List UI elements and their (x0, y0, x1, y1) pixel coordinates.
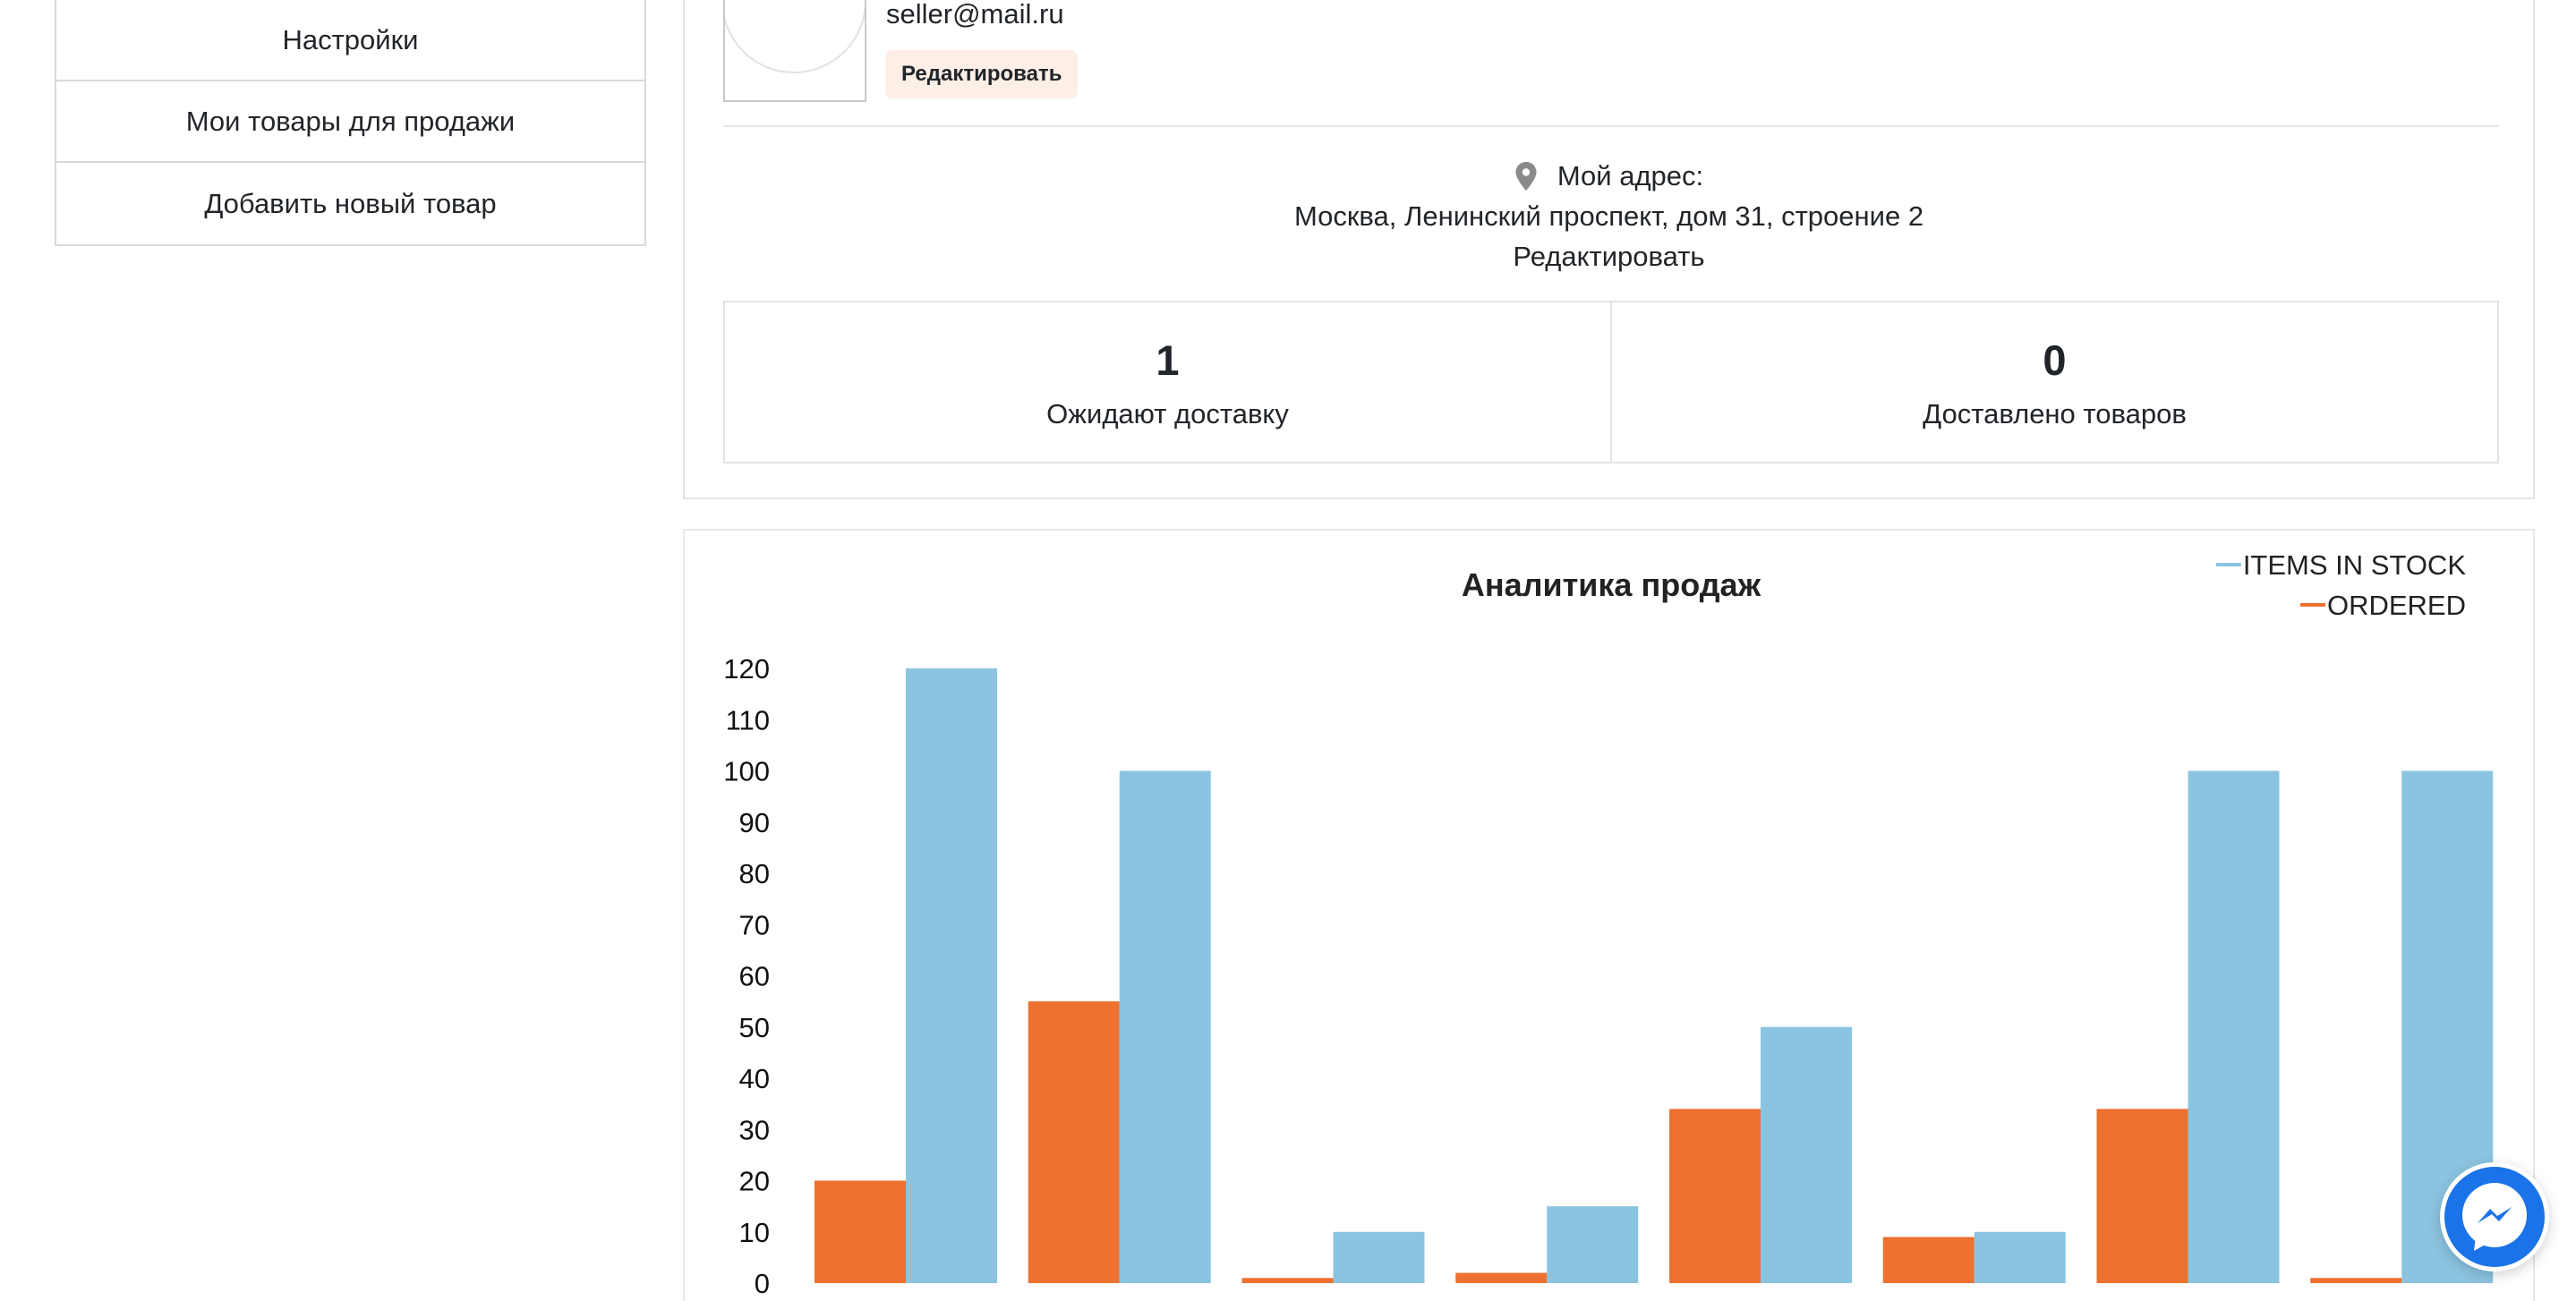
sidebar-menu: Настройки Мои товары для продажи Добавит… (55, 0, 646, 246)
y-tick-label: 30 (739, 1114, 770, 1145)
bar-ordered[interactable] (2310, 1278, 2402, 1283)
bar-ordered[interactable] (1669, 1109, 1761, 1283)
bar-in-stock[interactable] (2188, 770, 2280, 1284)
address-text: Москва, Ленинский проспект, дом 31, стро… (1293, 200, 1924, 232)
bar-in-stock[interactable] (1547, 1206, 1639, 1283)
bar-in-stock[interactable] (1333, 1231, 1425, 1283)
profile-card: seller@mail.ru Редактировать Мой адрес: … (683, 0, 2535, 499)
bar-in-stock[interactable] (1974, 1231, 2066, 1283)
stat-value: 1 (1156, 336, 1180, 384)
y-tick-label: 40 (739, 1063, 770, 1094)
sales-analytics-card: Аналитика продаж ITEMS IN STOCK ORDERED 0… (683, 529, 2535, 1301)
stat-delivered: 0 Доставлено товаров (1610, 302, 2497, 462)
y-tick-label: 120 (723, 653, 770, 685)
bar-ordered[interactable] (1455, 1272, 1548, 1283)
address-header: Мой адрес: (685, 156, 2533, 196)
address-block: Мой адрес: Москва, Ленинский проспект, д… (685, 156, 2533, 276)
sales-chart: Аналитика продаж ITEMS IN STOCK ORDERED 0… (723, 549, 2494, 1299)
order-stats: 1 Ожидают доставку 0 Доставлено товаров (723, 301, 2499, 463)
y-tick-label: 80 (739, 858, 770, 889)
legend-label: ORDERED (2327, 590, 2466, 621)
messenger-icon (2444, 1167, 2545, 1267)
y-tick-label: 0 (755, 1268, 770, 1299)
map-pin-icon (1515, 161, 1537, 191)
stat-value: 0 (2043, 336, 2067, 384)
bar-ordered[interactable] (1028, 1001, 1120, 1283)
edit-profile-button[interactable]: Редактировать (885, 50, 1079, 98)
edit-address-link[interactable]: Редактировать (1513, 241, 1705, 272)
legend-label: ITEMS IN STOCK (2243, 549, 2467, 581)
stat-awaiting-delivery: 1 Ожидают доставку (725, 302, 1610, 462)
chart-legend: ITEMS IN STOCK ORDERED (2215, 549, 2467, 621)
y-tick-label: 50 (739, 1012, 770, 1043)
chart-bars (815, 668, 2494, 1284)
sidebar-item-my-products[interactable]: Мои товары для продажи (56, 81, 644, 163)
sidebar-item-settings[interactable]: Настройки (56, 0, 644, 81)
bar-in-stock[interactable] (1119, 770, 1211, 1284)
avatar-placeholder-circle (725, 0, 865, 73)
y-tick-label: 10 (739, 1217, 770, 1248)
y-tick-label: 70 (739, 909, 770, 940)
bar-in-stock[interactable] (906, 668, 997, 1283)
bar-in-stock[interactable] (1761, 1026, 1852, 1283)
stat-label: Ожидают доставку (1046, 398, 1289, 429)
y-tick-label: 110 (726, 704, 770, 736)
bar-ordered[interactable] (1882, 1237, 1975, 1283)
profile-divider (723, 125, 2499, 127)
y-tick-label: 100 (723, 756, 770, 787)
stat-label: Доставлено товаров (1923, 398, 2187, 429)
y-tick-label: 90 (739, 807, 770, 838)
chart-title: Аналитика продаж (1462, 566, 1761, 603)
y-tick-label: 20 (739, 1166, 770, 1197)
bar-ordered[interactable] (2096, 1109, 2188, 1283)
avatar[interactable] (723, 0, 866, 102)
bar-ordered[interactable] (815, 1180, 906, 1284)
y-tick-label: 60 (739, 961, 770, 992)
bar-ordered[interactable] (1241, 1278, 1334, 1283)
profile-email: seller@mail.ru (886, 0, 1064, 30)
address-title: Мой адрес: (1557, 160, 1704, 191)
messenger-chat-button[interactable] (2440, 1162, 2549, 1271)
sidebar-item-add-product[interactable]: Добавить новый товар (204, 187, 497, 219)
chart-y-axis: 0 10 20 30 40 50 60 70 80 90 100 110 120 (723, 653, 770, 1299)
